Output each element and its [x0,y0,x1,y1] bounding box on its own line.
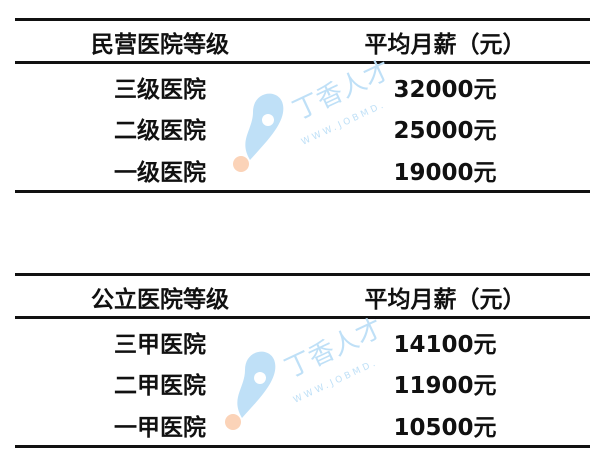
header-salary: 平均月薪（元） [364,287,526,313]
top-rule [15,18,590,21]
header-rule [15,316,590,319]
header-grade: 公立医院等级 [91,287,229,313]
public-hospital-table: 公立医院等级 平均月薪（元） 三甲医院 14100元 二甲医院 11900元 一… [15,273,590,453]
row-salary: 19000元 [393,160,497,186]
header-grade: 民营医院等级 [91,32,229,58]
row-salary: 25000元 [393,118,497,144]
bottom-rule [15,445,590,448]
row-salary: 14100元 [393,332,497,358]
row-grade: 一级医院 [114,160,206,186]
bottom-rule [15,190,590,193]
row-salary: 11900元 [393,373,497,399]
row-salary: 32000元 [393,77,497,103]
header-salary: 平均月薪（元） [364,32,526,58]
row-grade: 三甲医院 [114,332,206,358]
row-grade: 二甲医院 [114,373,206,399]
private-hospital-table: 民营医院等级 平均月薪（元） 三级医院 32000元 二级医院 25000元 一… [15,18,590,198]
top-rule [15,273,590,276]
row-salary: 10500元 [393,415,497,441]
row-grade: 二级医院 [114,118,206,144]
row-grade: 一甲医院 [114,415,206,441]
header-rule [15,61,590,64]
row-grade: 三级医院 [114,77,206,103]
